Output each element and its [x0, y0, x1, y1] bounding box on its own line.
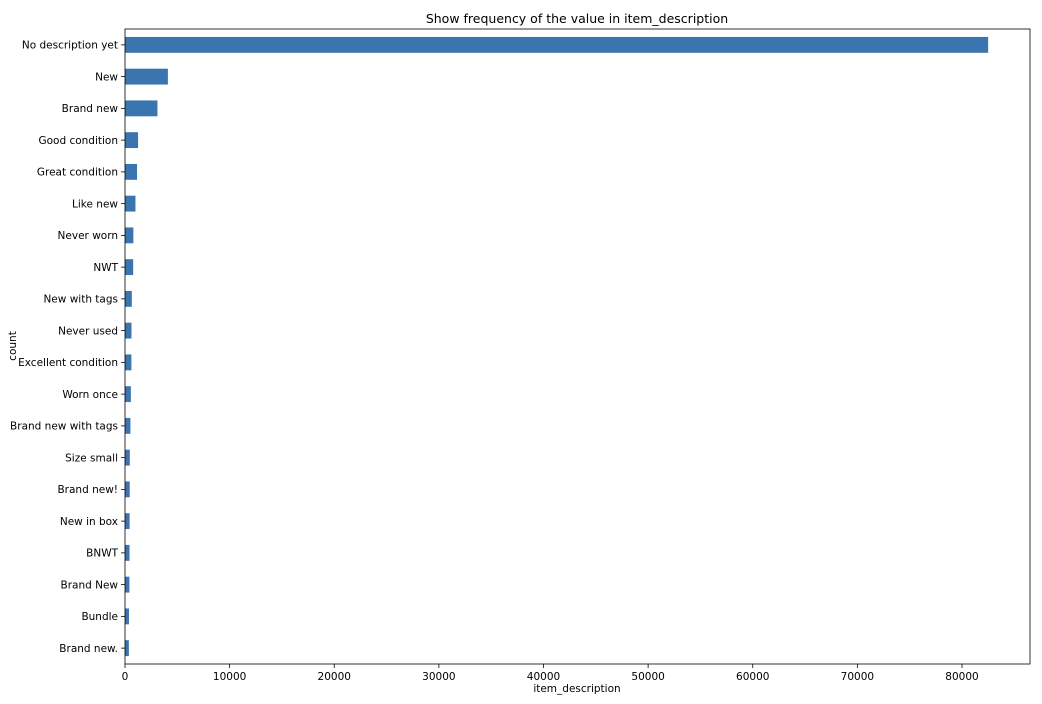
bar [125, 354, 132, 371]
bar [125, 163, 138, 180]
y-tick-label: New with tags [43, 294, 118, 306]
x-tick-label: 70000 [841, 671, 874, 683]
x-tick-label: 10000 [213, 671, 246, 683]
bars-group [125, 36, 989, 657]
bar [125, 417, 131, 434]
bar [125, 640, 129, 657]
y-tick-label: Brand new! [57, 484, 118, 496]
bar [125, 449, 130, 466]
bar [125, 100, 158, 117]
y-tick-label: Excellent condition [18, 357, 118, 369]
y-tick-label: Brand New [60, 579, 118, 591]
bar [125, 36, 989, 53]
bar [125, 481, 130, 498]
x-tick-label: 50000 [631, 671, 664, 683]
bar [125, 608, 129, 625]
x-axis-label: item_description [533, 683, 620, 695]
bar [125, 544, 130, 561]
y-tick-label: Bundle [81, 611, 118, 623]
bar [125, 386, 131, 403]
y-tick-label: Brand new with tags [10, 421, 118, 433]
y-tick-label: New in box [60, 516, 118, 528]
y-axis-label: count [7, 331, 19, 361]
x-tick-label: 60000 [736, 671, 769, 683]
chart-title: Show frequency of the value in item_desc… [426, 11, 728, 26]
y-tick-label: New [95, 71, 118, 83]
x-tick-label: 40000 [527, 671, 560, 683]
plot-area-frame [124, 28, 1031, 665]
bar [125, 576, 130, 593]
y-tick-label: Never worn [58, 230, 118, 242]
x-tick-label: 0 [122, 671, 129, 683]
bar [125, 259, 134, 276]
y-tick-labels: No description yet New Brand new Good condi… [10, 40, 125, 655]
bar [125, 195, 136, 212]
y-tick-label: BNWT [86, 548, 118, 560]
y-tick-label: No description yet [22, 40, 118, 52]
x-tick-label: 30000 [422, 671, 455, 683]
x-tick-label: 80000 [945, 671, 978, 683]
y-tick-label: Great condition [37, 167, 118, 179]
bar [125, 322, 132, 339]
y-tick-label: Never used [58, 325, 118, 337]
y-tick-label: Worn once [62, 389, 118, 401]
x-tick-label: 20000 [318, 671, 351, 683]
bar [125, 513, 130, 530]
bar [125, 290, 132, 307]
y-tick-label: Size small [65, 452, 118, 464]
x-tick-labels: 0 10000 20000 30000 40000 50000 60000 70000 8000… [122, 664, 979, 683]
bar [125, 68, 168, 85]
bar [125, 132, 139, 149]
bar [125, 227, 134, 244]
y-tick-label: Brand new [62, 103, 119, 115]
y-tick-label: Brand new. [59, 643, 118, 655]
y-tick-label: NWT [93, 262, 118, 274]
y-tick-label: Like new [72, 198, 118, 210]
y-tick-label: Good condition [38, 135, 118, 147]
